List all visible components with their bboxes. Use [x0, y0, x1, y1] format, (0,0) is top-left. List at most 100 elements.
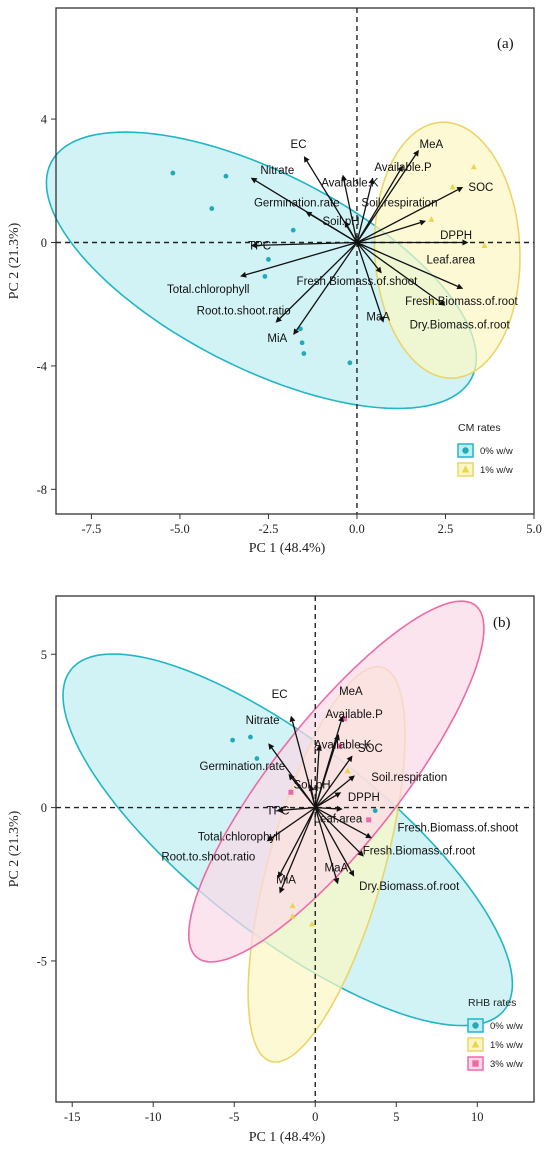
loading-arrow — [314, 739, 338, 808]
arrow-head — [334, 734, 340, 741]
arrow-head — [334, 792, 342, 798]
legend-marker — [472, 1022, 479, 1029]
loading-arrow — [314, 807, 337, 879]
x-tick-label: -5 — [229, 1110, 239, 1124]
plot-frame — [55, 595, 535, 1103]
loading-label: EC — [272, 689, 288, 701]
arrow-head — [368, 177, 375, 185]
legend-label: 3% w/w — [490, 1059, 523, 1070]
arrow-head — [348, 775, 355, 782]
arrow-head — [303, 156, 310, 163]
loading-label: Fresh.Biomass.of.shoot — [397, 823, 519, 835]
arrow-head — [240, 271, 247, 278]
y-tick-label: -4 — [37, 359, 48, 373]
loading-label: Soil.respiration — [371, 772, 447, 784]
x-tick-label: -10 — [145, 1110, 162, 1124]
loading-label: Available.K — [321, 177, 379, 189]
arrow-head — [293, 328, 300, 336]
x-tick-label: 0 — [312, 1110, 318, 1124]
loading-label: Dry.Biomass.of.root — [359, 881, 460, 893]
loading-label: Fresh.Biomass.of.root — [363, 846, 476, 858]
loading-label: Fresh.Biomass.of.shoot — [297, 276, 419, 288]
x-tick-label: -5.0 — [170, 522, 190, 536]
loading-label: Soil.pH — [293, 780, 330, 792]
loading-label: Available.K — [314, 740, 372, 752]
loading-label: MaA — [324, 862, 348, 874]
arrow-head — [456, 186, 464, 193]
loading-arrow — [314, 759, 350, 808]
chart-panel-b: EC Nitrate Available.K Germination.rate Soil… — [7, 595, 535, 1145]
loading-arrow — [314, 750, 320, 808]
loadings-layer — [240, 149, 469, 336]
arrow-head — [413, 149, 419, 157]
data-point — [428, 216, 435, 222]
axis-ticks: -7.5 -5.0 -2.5 0.0 2.5 5.0 4 0 -4 -8 — [37, 113, 542, 536]
data-point — [223, 173, 229, 179]
x-tick-label: 5.0 — [526, 522, 542, 536]
loading-arrow — [314, 807, 367, 836]
data-point — [481, 242, 488, 248]
loading-label: Germination.rate — [200, 761, 286, 773]
loading-label: TPC — [266, 806, 289, 818]
loading-label: Leaf.area — [314, 813, 363, 825]
data-point — [297, 326, 303, 332]
data-point — [428, 297, 435, 304]
legend-title: CM rates — [458, 422, 501, 434]
loading-arrow — [291, 721, 316, 808]
data-point — [288, 789, 294, 795]
arrow-head — [305, 211, 313, 218]
arrow-head — [365, 832, 372, 839]
arrow-head — [250, 242, 257, 249]
arrow-head — [375, 266, 382, 274]
x-axis-label: PC 1 (48.4%) — [249, 1130, 326, 1145]
loading-label: Root.to.shoot.ratio — [197, 305, 291, 317]
arrow-head — [419, 219, 427, 226]
loading-label: Germination.rate — [254, 197, 340, 209]
data-point — [230, 737, 236, 743]
loading-arrow — [256, 241, 357, 247]
arrow-head — [456, 283, 464, 290]
y-axis-label: PC 2 (21.3%) — [7, 810, 22, 887]
data-point — [289, 902, 296, 909]
loading-label: SOC — [358, 743, 383, 755]
arrow-head — [288, 773, 295, 781]
arrow-head — [315, 744, 322, 751]
loading-label: Available.P — [374, 162, 432, 174]
arrow-head — [277, 871, 284, 879]
loading-label: Dry.Biomass.of.root — [410, 319, 511, 331]
legend-marker — [462, 447, 469, 454]
legend-marker — [461, 465, 470, 473]
data-point — [344, 767, 351, 774]
confidence-ellipse — [373, 121, 521, 380]
legend-label: 1% w/w — [480, 465, 513, 476]
y-tick-label: -5 — [37, 954, 47, 968]
loading-arrow — [245, 241, 358, 276]
zero-lines — [56, 596, 534, 1102]
arrow-head — [338, 715, 344, 723]
x-tick-label: -2.5 — [259, 522, 279, 536]
loading-label: Leaf.area — [426, 254, 475, 266]
arrow-head — [276, 807, 283, 814]
data-point — [209, 206, 215, 211]
loading-label: MiA — [276, 875, 296, 887]
loading-label: DPPH — [440, 230, 472, 242]
arrow-head — [308, 784, 315, 792]
legend-marker — [472, 1060, 479, 1067]
legend: CM rates 0% w/w 1% w/w — [457, 422, 513, 477]
loading-arrow — [356, 242, 379, 270]
loading-label: Root.to.shoot.ratio — [161, 852, 255, 864]
loading-arrow — [356, 154, 417, 243]
loading-label: Fresh.Biomass.of.root — [405, 296, 518, 308]
loading-labels-layer: EC Nitrate Available.K Germination.rate Soil… — [161, 686, 519, 893]
arrow-head — [250, 177, 258, 184]
loading-arrow — [315, 806, 337, 810]
arrow-head — [357, 850, 364, 857]
loadings-layer — [266, 715, 372, 894]
loading-arrow — [356, 241, 441, 303]
loading-label: Total.chlorophyll — [198, 832, 280, 844]
loading-arrow — [356, 183, 373, 243]
points-layer — [230, 716, 378, 927]
y-axis-label: PC 2 (21.3%) — [7, 222, 22, 299]
panel-label: (a) — [497, 36, 514, 52]
arrow-head — [462, 239, 469, 246]
